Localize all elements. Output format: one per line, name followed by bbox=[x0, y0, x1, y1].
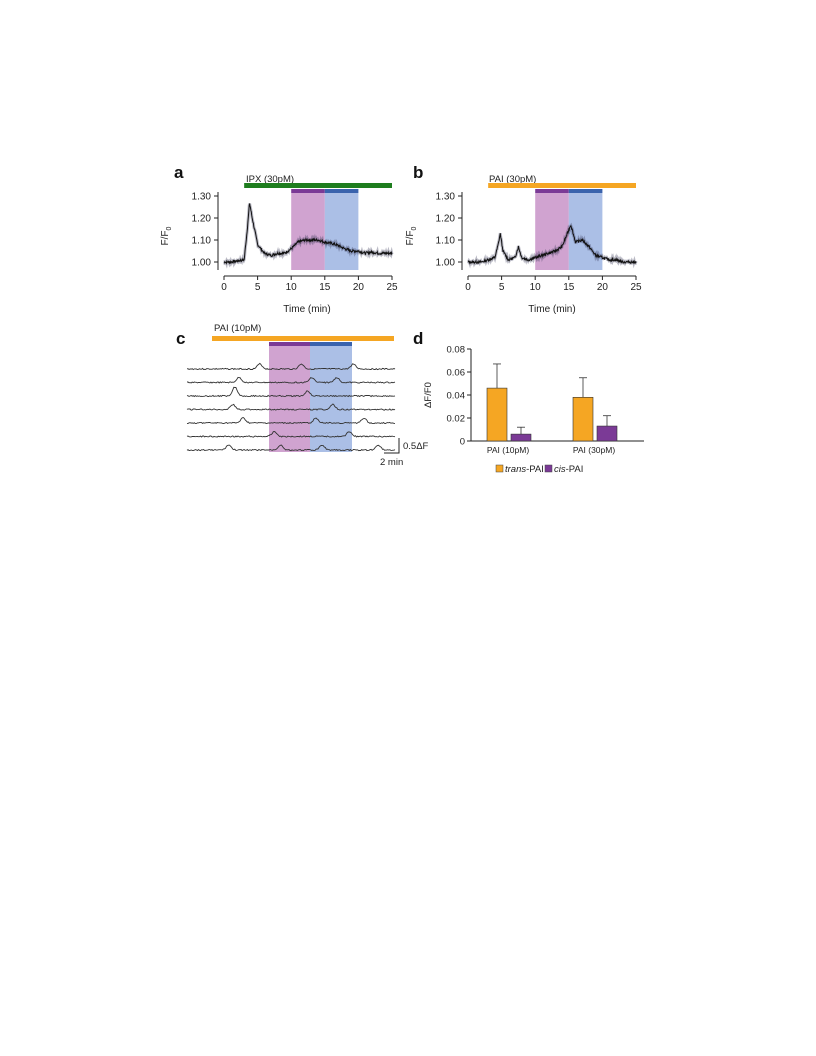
panel-c-traces bbox=[186, 362, 396, 452]
panel-c: c PAI (10pM) 0.5ΔF 2 min bbox=[176, 323, 429, 468]
y-tick-label: 0.08 bbox=[447, 345, 466, 356]
y-tick-label: 1.10 bbox=[436, 236, 456, 247]
legend-label-trans: trans-PAI bbox=[505, 464, 544, 475]
cell-trace bbox=[186, 431, 396, 438]
panel-a: a IPX (30pM) 1.001.101.201.300 5 10 15 20 25 … bbox=[160, 163, 398, 315]
panel-d: d 0 0.02 0.04 0.06 0.08 PAI (10pM) PAI (30pM)… bbox=[413, 329, 644, 475]
panel-a-xlabel: Time (min) bbox=[283, 304, 330, 315]
drug-application-bar bbox=[488, 183, 636, 188]
panel-b-trace bbox=[466, 222, 638, 269]
violet-window bbox=[269, 346, 310, 452]
blue-light-bar bbox=[324, 189, 359, 193]
trace-mean-line bbox=[223, 203, 393, 265]
violet-light-bar bbox=[269, 342, 310, 346]
bar-trans-PAI bbox=[572, 396, 594, 442]
y-tick-label: 0.02 bbox=[447, 414, 466, 425]
violet-light-bar bbox=[291, 189, 325, 193]
x-tick-label: 10 bbox=[530, 282, 542, 293]
legend-label-cis: cis-PAI bbox=[554, 464, 583, 475]
x-tick-label: 20 bbox=[353, 282, 365, 293]
panel-d-label: d bbox=[413, 329, 423, 348]
y-tick-label: 0.04 bbox=[447, 391, 466, 402]
panel-a-axes: 1.00 1.10 1.20 1.30 0 5 10 15 20 25 bbox=[192, 192, 398, 294]
x-tick-label: 0 bbox=[465, 282, 471, 293]
panel-b-axes: 1.00 1.10 1.20 1.30 0 5 10 15 20 25 bbox=[436, 192, 642, 294]
cell-trace bbox=[186, 416, 395, 425]
panel-b-xlabel: Time (min) bbox=[528, 304, 575, 315]
bar-cis-PAI bbox=[510, 433, 532, 442]
blue-light-bar bbox=[568, 189, 603, 193]
panel-d-ylabel: ΔF/F0 bbox=[423, 382, 434, 408]
drug-application-bar bbox=[212, 336, 394, 341]
panel-b-label: b bbox=[413, 163, 423, 182]
panel-a-windows bbox=[291, 193, 359, 270]
drug-application-bar bbox=[244, 183, 392, 188]
category-label: PAI (30pM) bbox=[573, 445, 616, 455]
panel-d-bars: PAI (10pM) PAI (30pM) bbox=[486, 363, 618, 455]
scale-y-label: 0.5ΔF bbox=[403, 441, 429, 452]
x-tick-label: 5 bbox=[499, 282, 505, 293]
x-tick-label: 15 bbox=[319, 282, 331, 293]
y-tick-label: 1.30 bbox=[192, 192, 212, 203]
panel-a-trace bbox=[222, 203, 394, 269]
y-tick-label: 1.00 bbox=[436, 258, 456, 269]
panel-d-legend: trans-PAI cis-PAI bbox=[495, 464, 583, 475]
category-label: PAI (10pM) bbox=[487, 445, 530, 455]
y-tick-label: 1.10 bbox=[192, 236, 212, 247]
scale-bar-lines bbox=[384, 438, 400, 454]
panel-a-drug-label: IPX (30pM) bbox=[246, 174, 294, 185]
cell-trace bbox=[186, 386, 396, 398]
cell-trace bbox=[186, 362, 396, 371]
x-tick-label: 20 bbox=[597, 282, 609, 293]
blue-window bbox=[324, 193, 359, 270]
x-tick-label: 0 bbox=[221, 282, 227, 293]
panel-b-ylabel: F/F0 bbox=[405, 226, 418, 245]
y-tick-label: 1.20 bbox=[192, 214, 212, 225]
panel-c-windows bbox=[269, 346, 352, 452]
y-tick-label: 1.00 bbox=[192, 258, 212, 269]
y-tick-label: 1.30 bbox=[436, 192, 456, 203]
panel-c-scale-bar: 0.5ΔF 2 min bbox=[380, 438, 429, 468]
legend-swatch-trans bbox=[495, 464, 504, 473]
y-tick-label: 0 bbox=[460, 437, 465, 448]
blue-light-bar bbox=[310, 342, 352, 346]
panel-c-drug-label: PAI (10pM) bbox=[214, 323, 261, 334]
panel-b: b PAI (30pM) 1.001.101.201.300 5 10 15 20 25 … bbox=[405, 163, 642, 315]
panel-a-label: a bbox=[174, 163, 184, 182]
bar-trans-PAI bbox=[486, 387, 508, 442]
x-tick-label: 25 bbox=[386, 282, 398, 293]
x-tick-label: 25 bbox=[630, 282, 642, 293]
cell-trace bbox=[186, 444, 396, 452]
blue-window bbox=[310, 346, 352, 452]
panel-c-label: c bbox=[176, 329, 185, 348]
panel-a-condition-bars bbox=[244, 183, 392, 193]
panel-b-drug-label: PAI (30pM) bbox=[489, 174, 536, 185]
panel-b-condition-bars bbox=[488, 183, 636, 193]
x-tick-label: 15 bbox=[563, 282, 575, 293]
scale-x-label: 2 min bbox=[380, 457, 403, 468]
y-tick-label: 1.20 bbox=[436, 214, 456, 225]
y-tick-label: 0.06 bbox=[447, 368, 466, 379]
violet-window bbox=[291, 193, 325, 270]
legend-swatch-cis bbox=[544, 464, 553, 473]
panel-a-ylabel: F/F0 bbox=[160, 226, 173, 245]
panel-c-condition-bars bbox=[212, 336, 394, 346]
cell-trace bbox=[187, 376, 396, 384]
x-tick-label: 10 bbox=[286, 282, 298, 293]
violet-light-bar bbox=[535, 189, 569, 193]
x-tick-label: 5 bbox=[255, 282, 261, 293]
trace-mean-line bbox=[467, 224, 637, 265]
panel-b-windows bbox=[535, 193, 603, 270]
cell-trace bbox=[186, 403, 396, 411]
bar-cis-PAI bbox=[596, 425, 618, 442]
